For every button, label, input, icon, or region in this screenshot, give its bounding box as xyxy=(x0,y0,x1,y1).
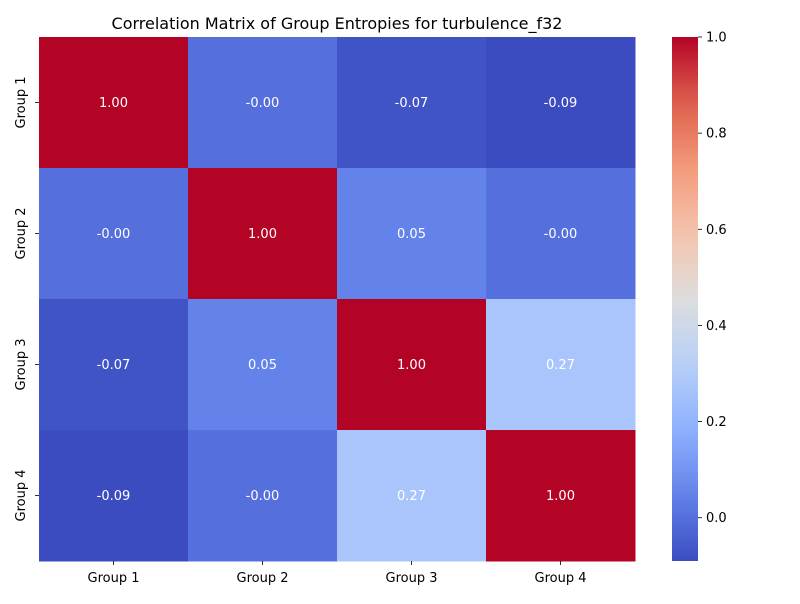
chart-title: Correlation Matrix of Group Entropies fo… xyxy=(112,14,563,34)
heatmap-cell xyxy=(337,37,487,169)
heatmap-cell xyxy=(39,299,189,431)
y-tick-label: Group 4 xyxy=(14,470,29,522)
x-tick-label: Group 2 xyxy=(237,571,289,586)
heatmap-cell xyxy=(337,168,487,300)
heatmap-cell xyxy=(39,37,189,169)
colorbar-gradient xyxy=(672,37,698,561)
y-tick-label: Group 1 xyxy=(14,77,29,129)
y-axis: Group 1 Group 2 Group 3 Group 4 xyxy=(14,77,39,522)
x-tick-label: Group 4 xyxy=(535,571,587,586)
cell-annotation: -0.09 xyxy=(544,96,578,111)
colorbar-tick-label: 0.8 xyxy=(706,127,727,142)
heatmap-cell xyxy=(486,168,636,300)
cell-annotation: 1.00 xyxy=(397,358,426,373)
y-tick-label: Group 2 xyxy=(14,208,29,260)
cell-annotation: 0.27 xyxy=(397,489,426,504)
heatmap-cell xyxy=(188,299,338,431)
x-tick-label: Group 3 xyxy=(386,571,438,586)
cell-annotation: -0.00 xyxy=(97,227,131,242)
colorbar-tick-label: 0.2 xyxy=(706,415,727,430)
heatmap-cell xyxy=(486,37,636,169)
heatmap-cell xyxy=(39,430,189,562)
colorbar-tick-label: 1.0 xyxy=(706,31,727,46)
cell-annotation: 1.00 xyxy=(546,489,575,504)
heatmap-cell xyxy=(188,430,338,562)
cell-annotation: -0.00 xyxy=(544,227,578,242)
colorbar-tick-label: 0.4 xyxy=(706,319,727,334)
heatmap-cell xyxy=(486,430,636,562)
x-axis: Group 1 Group 2 Group 3 Group 4 xyxy=(88,561,587,586)
cell-annotation: -0.00 xyxy=(246,489,280,504)
cell-annotation: -0.07 xyxy=(97,358,131,373)
cell-annotation: 0.05 xyxy=(248,358,277,373)
colorbar-tick-label: 0.0 xyxy=(706,511,727,526)
heatmap-annotations: 1.00 -0.00 -0.07 -0.09 -0.00 1.00 0.05 -0.00 -0.… xyxy=(97,96,578,504)
y-tick-label: Group 3 xyxy=(14,339,29,391)
cell-annotation: -0.00 xyxy=(246,96,280,111)
heatmap-cells xyxy=(39,37,636,562)
heatmap-cell xyxy=(188,168,338,300)
heatmap-cell xyxy=(337,299,487,431)
x-tick-label: Group 1 xyxy=(88,571,140,586)
heatmap-cell xyxy=(337,430,487,562)
colorbar: 0.0 0.2 0.4 0.6 0.8 1.0 xyxy=(672,31,727,561)
cell-annotation: 1.00 xyxy=(248,227,277,242)
heatmap-cell xyxy=(486,299,636,431)
cell-annotation: -0.09 xyxy=(97,489,131,504)
cell-annotation: 0.27 xyxy=(546,358,575,373)
heatmap-cell xyxy=(39,168,189,300)
cell-annotation: 1.00 xyxy=(99,96,128,111)
cell-annotation: 0.05 xyxy=(397,227,426,242)
colorbar-tick-label: 0.6 xyxy=(706,223,727,238)
cell-annotation: -0.07 xyxy=(395,96,429,111)
heatmap-cell xyxy=(188,37,338,169)
